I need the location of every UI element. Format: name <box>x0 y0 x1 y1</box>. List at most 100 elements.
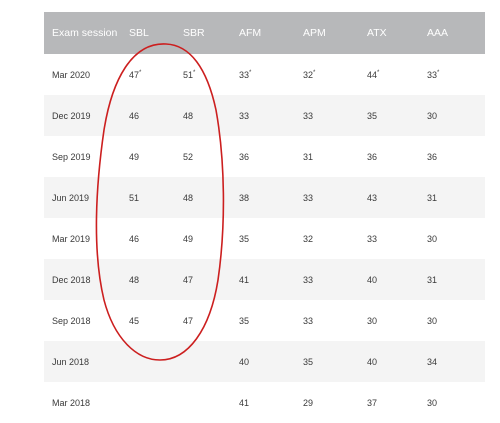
provisional-marker: * <box>139 69 142 76</box>
cell-afm: 35 <box>232 300 296 341</box>
cell-aaa-value: 31 <box>427 274 438 285</box>
cell-afm: 38 <box>232 177 296 218</box>
cell-sbr: 47 <box>176 259 232 300</box>
cell-aaa: 34 <box>420 341 485 382</box>
cell-aaa-value: 33 <box>427 69 438 80</box>
cell-sbl <box>122 341 176 382</box>
cell-atx-value: 40 <box>367 274 378 285</box>
table-row: Sep 2018 45 47 35 33 30 30 <box>44 300 485 341</box>
cell-afm-value: 41 <box>239 397 250 408</box>
cell-exam-session-value: Dec 2019 <box>52 110 91 121</box>
cell-apm: 33 <box>296 300 360 341</box>
cell-apm-value: 35 <box>303 356 314 367</box>
cell-atx-value: 35 <box>367 110 378 121</box>
cell-aaa-value: 30 <box>427 110 438 121</box>
cell-sbl: 48 <box>122 259 176 300</box>
cell-sbr-value: 51 <box>183 69 194 80</box>
provisional-marker: * <box>437 69 440 76</box>
cell-sbl <box>122 382 176 423</box>
cell-apm-value: 33 <box>303 192 314 203</box>
cell-atx: 37 <box>360 382 420 423</box>
cell-sbr: 48 <box>176 177 232 218</box>
cell-atx: 40 <box>360 259 420 300</box>
cell-aaa: 36 <box>420 136 485 177</box>
table-row: Dec 2019 46 48 33 33 35 30 <box>44 95 485 136</box>
cell-sbr: 47 <box>176 300 232 341</box>
cell-afm-value: 41 <box>239 274 250 285</box>
cell-afm-value: 35 <box>239 315 250 326</box>
cell-sbr-value: 48 <box>183 110 194 121</box>
cell-atx-value: 44 <box>367 69 378 80</box>
cell-aaa-value: 30 <box>427 397 438 408</box>
cell-apm-value: 29 <box>303 397 314 408</box>
cell-atx-value: 30 <box>367 315 378 326</box>
cell-atx-value: 40 <box>367 356 378 367</box>
cell-afm-value: 33 <box>239 110 250 121</box>
table-row: Mar 2018 41 29 37 30 <box>44 382 485 423</box>
header-afm: AFM <box>232 12 296 54</box>
pass-rate-table-container: Exam session SBL SBR AFM APM ATX AAA Mar… <box>44 12 485 423</box>
cell-sbl: 46 <box>122 218 176 259</box>
cell-sbr: 51* <box>176 54 232 95</box>
cell-sbl-value: 47 <box>129 69 140 80</box>
table-row: Mar 2020 47* 51* 33* 32* 44* 33* <box>44 54 485 95</box>
cell-sbl: 45 <box>122 300 176 341</box>
provisional-marker: * <box>313 69 316 76</box>
cell-apm: 32 <box>296 218 360 259</box>
cell-sbl-value: 46 <box>129 110 140 121</box>
cell-afm-value: 33 <box>239 69 250 80</box>
cell-exam-session: Sep 2019 <box>44 136 122 177</box>
cell-aaa: 30 <box>420 300 485 341</box>
cell-sbl: 49 <box>122 136 176 177</box>
cell-sbr-value: 48 <box>183 192 194 203</box>
cell-atx: 30 <box>360 300 420 341</box>
cell-afm: 41 <box>232 259 296 300</box>
cell-afm: 41 <box>232 382 296 423</box>
cell-atx: 35 <box>360 95 420 136</box>
provisional-marker: * <box>377 69 380 76</box>
cell-sbr-value: 47 <box>183 274 194 285</box>
cell-atx-value: 43 <box>367 192 378 203</box>
cell-aaa: 30 <box>420 382 485 423</box>
cell-aaa: 31 <box>420 259 485 300</box>
cell-afm: 33* <box>232 54 296 95</box>
header-row: Exam session SBL SBR AFM APM ATX AAA <box>44 12 485 54</box>
cell-apm-value: 33 <box>303 274 314 285</box>
cell-aaa: 30 <box>420 218 485 259</box>
table-row: Dec 2018 48 47 41 33 40 31 <box>44 259 485 300</box>
cell-aaa: 33* <box>420 54 485 95</box>
cell-apm: 31 <box>296 136 360 177</box>
cell-exam-session-value: Sep 2019 <box>52 151 91 162</box>
cell-apm-value: 32 <box>303 69 314 80</box>
cell-aaa: 31 <box>420 177 485 218</box>
cell-afm-value: 40 <box>239 356 250 367</box>
cell-afm-value: 35 <box>239 233 250 244</box>
cell-apm-value: 31 <box>303 151 314 162</box>
header-atx: ATX <box>360 12 420 54</box>
cell-apm: 33 <box>296 95 360 136</box>
cell-apm: 32* <box>296 54 360 95</box>
cell-atx: 33 <box>360 218 420 259</box>
cell-exam-session-value: Mar 2020 <box>52 69 91 80</box>
header-apm: APM <box>296 12 360 54</box>
cell-apm-value: 33 <box>303 315 314 326</box>
cell-exam-session: Sep 2018 <box>44 300 122 341</box>
cell-aaa-value: 31 <box>427 192 438 203</box>
cell-apm-value: 33 <box>303 110 314 121</box>
header-aaa: AAA <box>420 12 485 54</box>
cell-atx: 36 <box>360 136 420 177</box>
cell-sbl-value: 48 <box>129 274 140 285</box>
cell-atx: 40 <box>360 341 420 382</box>
cell-aaa-value: 30 <box>427 315 438 326</box>
cell-aaa-value: 34 <box>427 356 438 367</box>
provisional-marker: * <box>249 69 252 76</box>
cell-sbr-value: 47 <box>183 315 194 326</box>
cell-aaa: 30 <box>420 95 485 136</box>
cell-exam-session-value: Sep 2018 <box>52 315 91 326</box>
cell-afm: 36 <box>232 136 296 177</box>
cell-sbl: 46 <box>122 95 176 136</box>
header-exam-session: Exam session <box>44 12 122 54</box>
cell-apm: 33 <box>296 177 360 218</box>
cell-sbr: 48 <box>176 95 232 136</box>
cell-afm: 35 <box>232 218 296 259</box>
